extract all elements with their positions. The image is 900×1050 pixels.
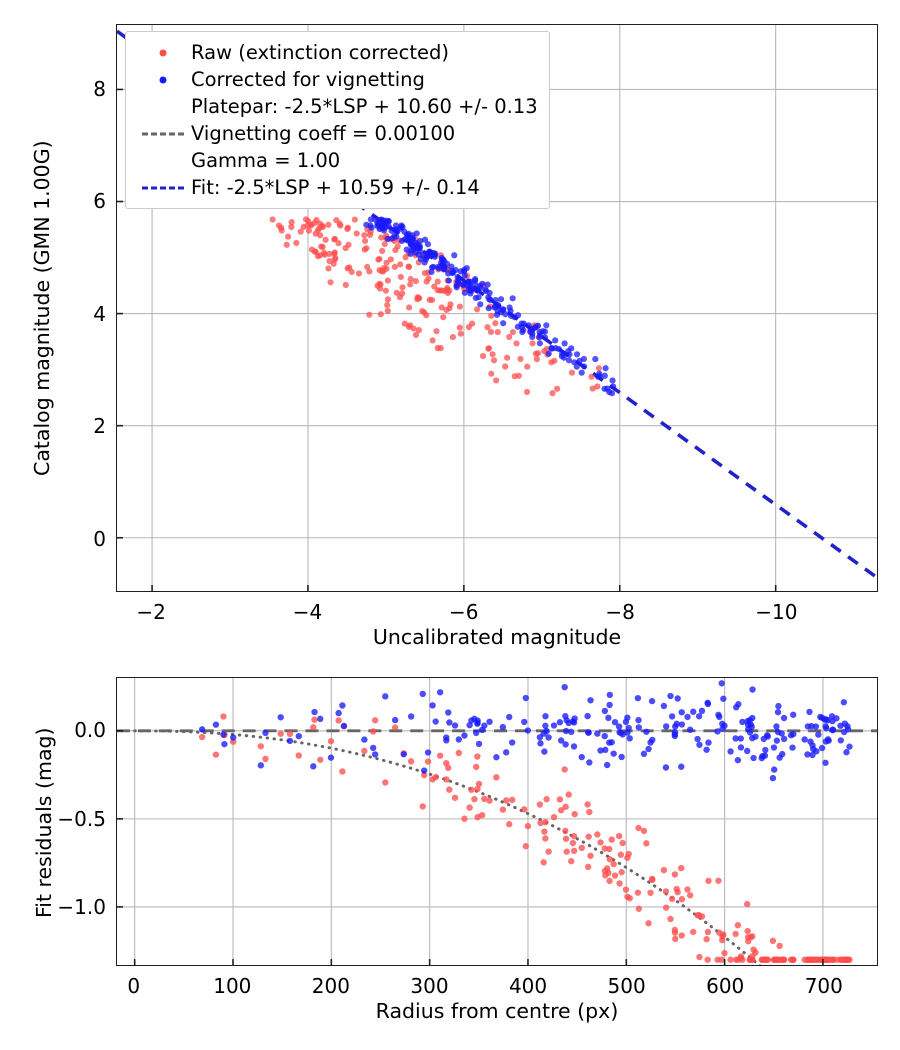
magnitude-ytick-0: 0 bbox=[93, 526, 106, 551]
magnitude-xtick-2: −6 bbox=[449, 600, 479, 624]
magnitude-ytick-4: 8 bbox=[93, 76, 106, 101]
magnitude-ytick-2: 4 bbox=[93, 301, 106, 326]
magnitude-ytick-1: 2 bbox=[93, 414, 106, 439]
residuals-ytick-0: 0.0 bbox=[74, 718, 106, 743]
residuals-ytick-2: −1.0 bbox=[57, 895, 106, 920]
residuals-x-axis-title: Radius from centre (px) bbox=[375, 999, 619, 1023]
residuals-y-axis-title: Fit residuals (mag) bbox=[32, 726, 56, 918]
residuals-ytick-1: −0.5 bbox=[57, 806, 106, 831]
legend-entry-platepar: Platepar: -2.5*LSP + 10.60 +/- 0.13 Vign… bbox=[135, 93, 538, 174]
residuals-panel bbox=[116, 677, 878, 966]
residuals-xtick-4: 400 bbox=[508, 974, 548, 998]
residuals-xtick-6: 600 bbox=[706, 974, 745, 998]
residuals-xtick-5: 500 bbox=[607, 974, 646, 998]
residuals-xtick-0: 0 bbox=[127, 974, 141, 998]
legend-entry-raw: Raw (extinction corrected) bbox=[135, 39, 538, 66]
magnitude-xtick-1: −4 bbox=[292, 600, 323, 624]
magnitude-xtick-4: −10 bbox=[755, 600, 798, 624]
legend-raw-marker-icon bbox=[135, 42, 191, 64]
legend-platepar-label: Platepar: -2.5*LSP + 10.60 +/- 0.13 bbox=[191, 94, 538, 118]
magnitude-ytick-3: 6 bbox=[93, 189, 106, 214]
magnitude-legend: Raw (extinction corrected) Corrected for… bbox=[125, 31, 550, 209]
magnitude-x-axis-title: Uncalibrated magnitude bbox=[372, 625, 622, 649]
legend-vignetting-dash-icon bbox=[135, 123, 191, 145]
magnitude-xtick-3: −8 bbox=[605, 600, 635, 624]
residuals-xtick-7: 700 bbox=[804, 974, 843, 998]
legend-fit-dash-icon bbox=[135, 177, 191, 199]
magnitude-xtick-0: −2 bbox=[136, 600, 166, 624]
residuals-xtick-2: 200 bbox=[311, 974, 350, 998]
magnitude-y-axis-title: Catalog magnitude (GMN 1.00G) bbox=[30, 140, 54, 476]
legend-corrected-marker-icon bbox=[135, 69, 191, 91]
residuals-xtick-3: 300 bbox=[410, 974, 449, 998]
legend-raw-label: Raw (extinction corrected) bbox=[191, 40, 449, 64]
legend-entry-fit: Fit: -2.5*LSP + 10.59 +/- 0.14 bbox=[135, 174, 538, 201]
residuals-xtick-1: 100 bbox=[213, 974, 252, 998]
legend-entry-corrected: Corrected for vignetting bbox=[135, 66, 538, 93]
residuals-plot-area bbox=[117, 678, 877, 965]
legend-vignetting-coeff-label: Vignetting coeff = 0.00100 bbox=[191, 121, 456, 145]
legend-corrected-label: Corrected for vignetting bbox=[191, 67, 425, 91]
legend-gamma-label: Gamma = 1.00 bbox=[191, 148, 341, 172]
legend-fit-label: Fit: -2.5*LSP + 10.59 +/- 0.14 bbox=[191, 175, 480, 199]
